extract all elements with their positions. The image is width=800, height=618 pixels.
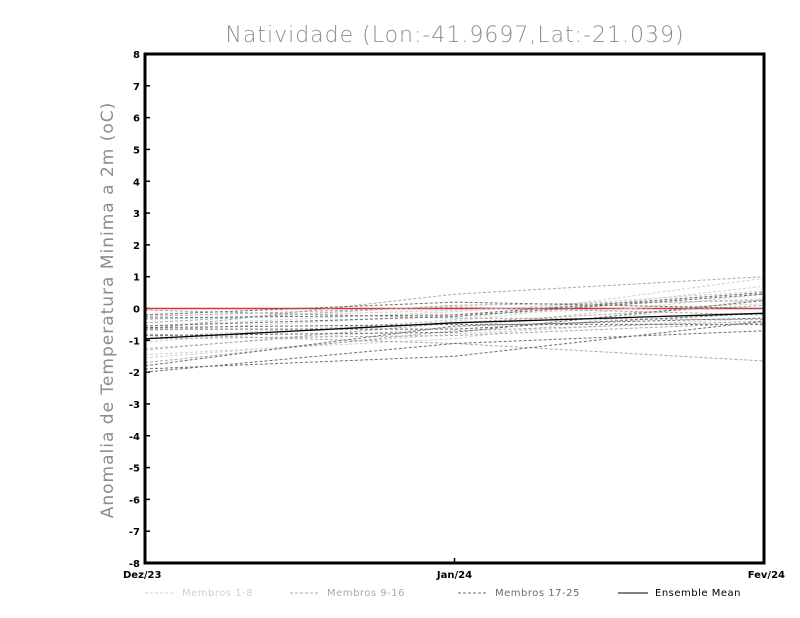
x-tick-label: Jan/24 [436, 570, 472, 581]
chart-title: Natividade (Lon:-41.9697,Lat:-21.039) [225, 23, 684, 48]
plot-frame [143, 52, 766, 565]
y-tick-label: 1 [133, 273, 140, 284]
y-tick-label: -6 [129, 495, 140, 506]
y-axis-label: Anomalia de Temperatura Minima a 2m (oC) [98, 102, 118, 519]
legend-label: Ensemble Mean [655, 588, 741, 599]
ensemble-mean-line [144, 312, 765, 340]
y-tick-label: 2 [133, 241, 140, 252]
member-line-14 [144, 309, 765, 321]
member-line-19 [144, 317, 765, 367]
legend-label: Membros 17-25 [495, 588, 580, 599]
y-tick-label: 7 [133, 82, 140, 93]
member-line-20 [145, 312, 765, 330]
y-tick-label: -5 [129, 464, 140, 475]
y-tick-label: -1 [129, 336, 140, 347]
member-line-8 [144, 298, 765, 321]
legend-label: Membros 9-16 [327, 588, 405, 599]
member-line-17 [144, 320, 765, 370]
x-tick-labels: Dez/23 Jan/24 Fev/24 [123, 570, 785, 581]
x-tick-label: Fev/24 [748, 570, 785, 581]
member-line-4 [144, 290, 765, 327]
member-line-12 [144, 306, 765, 317]
member-line-24 [144, 293, 765, 327]
member-line-5 [144, 317, 765, 359]
member-line-23 [144, 301, 765, 316]
y-tick-label: 6 [133, 114, 140, 125]
member-line-11 [144, 333, 765, 362]
y-tick-label: 3 [133, 209, 140, 220]
y-tick-label: 5 [133, 145, 140, 156]
legend: Membros 1-8 Membros 9-16 Membros 17-25 Ense… [145, 588, 741, 599]
y-tick-labels: 8 7 6 5 4 3 2 1 0 -1 -2 -3 -4 -5 -6 -7 -8 [129, 50, 140, 570]
member-line-6 [144, 303, 765, 332]
y-tick-label: -4 [129, 432, 140, 443]
y-tick-label: 4 [133, 177, 140, 188]
member-line-7 [144, 277, 765, 343]
series-lines [144, 276, 765, 373]
y-tick-label: 8 [133, 50, 140, 61]
member-line-16 [144, 300, 765, 324]
y-tick-label: -2 [129, 368, 140, 379]
member-line-15 [144, 322, 765, 340]
member-line-21 [144, 292, 765, 319]
member-line-25 [144, 323, 764, 329]
x-tick-label: Dez/23 [123, 570, 162, 581]
member-line-2 [144, 293, 765, 349]
y-tick-label: -7 [129, 527, 140, 538]
member-line-18 [144, 330, 765, 373]
y-tick-label: 0 [133, 305, 140, 316]
member-line-9 [144, 276, 765, 330]
y-tick-label: -3 [129, 400, 140, 411]
member-line-22 [144, 300, 765, 337]
legend-label: Membros 1-8 [182, 588, 253, 599]
y-tick-label: -8 [129, 559, 140, 570]
